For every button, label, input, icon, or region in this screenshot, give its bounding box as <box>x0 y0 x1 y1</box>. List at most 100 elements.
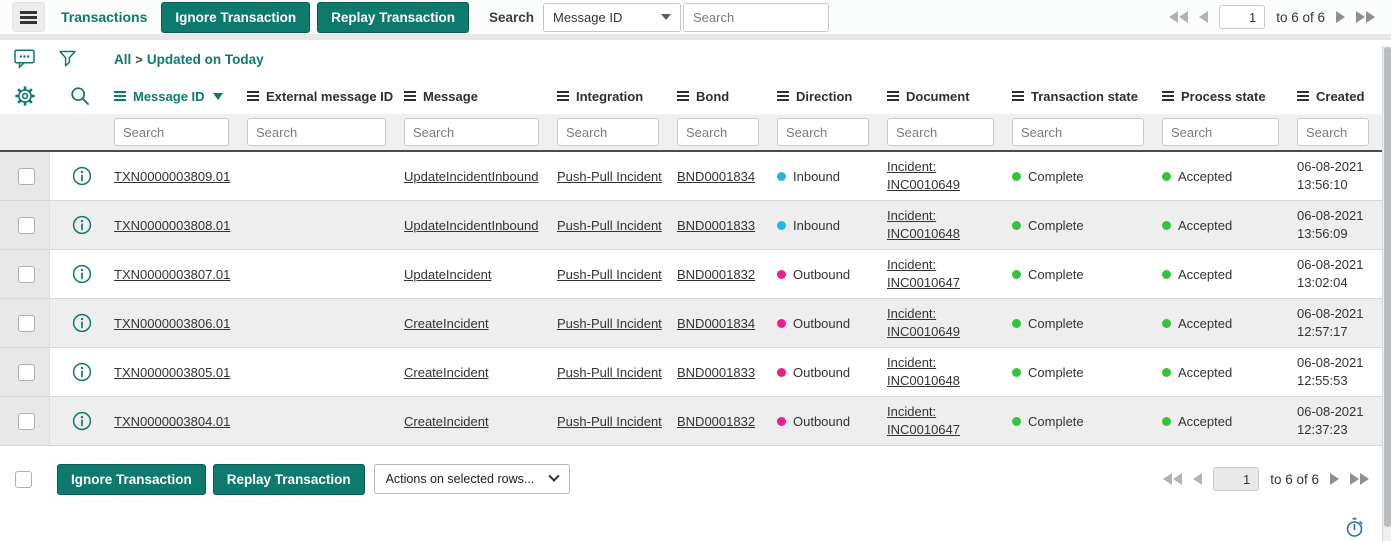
document-link-line2[interactable]: INC0010647 <box>887 275 960 290</box>
row-checkbox[interactable] <box>18 412 35 430</box>
row-select-cell <box>0 299 50 347</box>
row-checkbox[interactable] <box>18 167 35 185</box>
bond-link[interactable]: BND0001834 <box>677 315 756 331</box>
document-link-line2[interactable]: INC0010647 <box>887 422 960 437</box>
document-link-line2[interactable]: INC0010648 <box>887 373 960 388</box>
column-header-document[interactable]: Document <box>883 89 1008 104</box>
previous-page-icon[interactable] <box>1193 473 1203 485</box>
footer-ignore-transaction-button[interactable]: Ignore Transaction <box>57 463 206 495</box>
vertical-scrollbar[interactable] <box>1382 46 1391 541</box>
last-page-icon[interactable] <box>1356 11 1375 23</box>
info-icon[interactable] <box>72 313 92 333</box>
column-search-document-input[interactable] <box>887 118 994 146</box>
next-page-icon[interactable] <box>1336 11 1345 23</box>
info-icon[interactable] <box>72 264 92 284</box>
previous-page-icon[interactable] <box>1199 11 1209 23</box>
column-search-bond-input[interactable] <box>677 118 759 146</box>
document-cell: Incident: INC0010648 <box>883 201 1008 249</box>
info-icon[interactable] <box>72 215 92 235</box>
replay-transaction-button[interactable]: Replay Transaction <box>317 1 469 33</box>
message-id-link[interactable]: TXN0000003805.01 <box>114 364 231 380</box>
column-header-message_id[interactable]: Message ID <box>110 89 243 104</box>
column-search-transaction_state-input[interactable] <box>1012 118 1144 146</box>
search-field-select[interactable]: Message ID <box>542 2 681 32</box>
message-link[interactable]: UpdateIncident <box>404 266 492 282</box>
first-page-icon[interactable] <box>1163 473 1183 485</box>
column-header-transaction_state[interactable]: Transaction state <box>1008 89 1158 104</box>
first-page-icon[interactable] <box>1169 11 1189 23</box>
stopwatch-icon[interactable] <box>1344 517 1365 538</box>
column-header-integration[interactable]: Integration <box>553 89 673 104</box>
info-icon[interactable] <box>72 166 92 186</box>
column-search-integration-input[interactable] <box>557 118 659 146</box>
bond-link[interactable]: BND0001833 <box>677 364 756 380</box>
integration-link[interactable]: Push-Pull Incident <box>557 266 662 282</box>
column-search-direction-input[interactable] <box>777 118 869 146</box>
column-search-external_message_id-input[interactable] <box>247 118 386 146</box>
document-link-line2[interactable]: INC0010648 <box>887 226 960 241</box>
integration-link[interactable]: Push-Pull Incident <box>557 364 662 380</box>
document-link-line1[interactable]: Incident: <box>887 159 937 174</box>
document-link-line1[interactable]: Incident: <box>887 355 937 370</box>
message-link[interactable]: UpdateIncidentInbound <box>404 217 539 233</box>
integration-link[interactable]: Push-Pull Incident <box>557 413 662 429</box>
column-search-process_state-input[interactable] <box>1162 118 1279 146</box>
column-search-message-input[interactable] <box>404 118 539 146</box>
message-link[interactable]: CreateIncident <box>404 364 489 380</box>
document-link-line1[interactable]: Incident: <box>887 306 937 321</box>
footer-replay-transaction-button[interactable]: Replay Transaction <box>212 463 365 495</box>
ignore-transaction-button[interactable]: Ignore Transaction <box>161 1 311 33</box>
global-search-input[interactable] <box>682 2 829 32</box>
message-id-link[interactable]: TXN0000003804.01 <box>114 413 231 429</box>
gear-icon[interactable] <box>14 85 36 107</box>
page-number-input[interactable] <box>1219 5 1266 29</box>
direction-label: Outbound <box>793 266 851 282</box>
document-link-line1[interactable]: Incident: <box>887 257 937 272</box>
row-checkbox[interactable] <box>18 363 35 381</box>
integration-link[interactable]: Push-Pull Incident <box>557 217 662 233</box>
message-link[interactable]: CreateIncident <box>404 413 489 429</box>
scrollbar-thumb[interactable] <box>1384 47 1391 528</box>
column-header-external_message_id[interactable]: External message ID <box>243 89 400 104</box>
document-link-line2[interactable]: INC0010649 <box>887 324 960 339</box>
column-search-message_id-input[interactable] <box>114 118 229 146</box>
row-checkbox[interactable] <box>18 216 35 234</box>
breadcrumb-all-link[interactable]: All <box>114 51 132 67</box>
integration-link[interactable]: Push-Pull Incident <box>557 315 662 331</box>
integration-link[interactable]: Push-Pull Incident <box>557 168 662 184</box>
document-link-line2[interactable]: INC0010649 <box>887 177 960 192</box>
next-page-icon[interactable] <box>1330 473 1339 485</box>
column-search-created-input[interactable] <box>1297 118 1369 146</box>
actions-on-selected-rows-select[interactable]: Actions on selected rows... <box>373 464 570 494</box>
column-header-direction[interactable]: Direction <box>773 89 883 104</box>
bond-link[interactable]: BND0001834 <box>677 168 756 184</box>
bond-link[interactable]: BND0001833 <box>677 217 756 233</box>
breadcrumb-filter-link[interactable]: Updated on Today <box>146 51 264 67</box>
select-all-checkbox[interactable] <box>15 470 32 488</box>
document-link-line1[interactable]: Incident: <box>887 208 937 223</box>
page-title[interactable]: Transactions <box>61 9 148 25</box>
info-icon[interactable] <box>72 411 92 431</box>
chat-bubble-icon[interactable] <box>14 49 36 69</box>
hamburger-menu-button[interactable] <box>12 2 45 32</box>
column-header-message[interactable]: Message <box>400 89 553 104</box>
message-id-link[interactable]: TXN0000003806.01 <box>114 315 231 331</box>
column-header-process_state[interactable]: Process state <box>1158 89 1293 104</box>
page-number-input[interactable] <box>1213 467 1260 491</box>
document-link-line1[interactable]: Incident: <box>887 404 937 419</box>
message-link[interactable]: UpdateIncidentInbound <box>404 168 539 184</box>
search-icon[interactable] <box>69 85 91 107</box>
column-header-bond[interactable]: Bond <box>673 89 773 104</box>
message-id-link[interactable]: TXN0000003807.01 <box>114 266 231 282</box>
info-icon[interactable] <box>72 362 92 382</box>
column-header-created[interactable]: Created <box>1293 89 1383 104</box>
last-page-icon[interactable] <box>1350 473 1369 485</box>
message-id-link[interactable]: TXN0000003809.01 <box>114 168 231 184</box>
message-link[interactable]: CreateIncident <box>404 315 489 331</box>
funnel-icon[interactable] <box>58 49 78 69</box>
bond-link[interactable]: BND0001832 <box>677 413 756 429</box>
bond-link[interactable]: BND0001832 <box>677 266 756 282</box>
row-checkbox[interactable] <box>18 314 35 332</box>
message-id-link[interactable]: TXN0000003808.01 <box>114 217 231 233</box>
row-checkbox[interactable] <box>18 265 35 283</box>
